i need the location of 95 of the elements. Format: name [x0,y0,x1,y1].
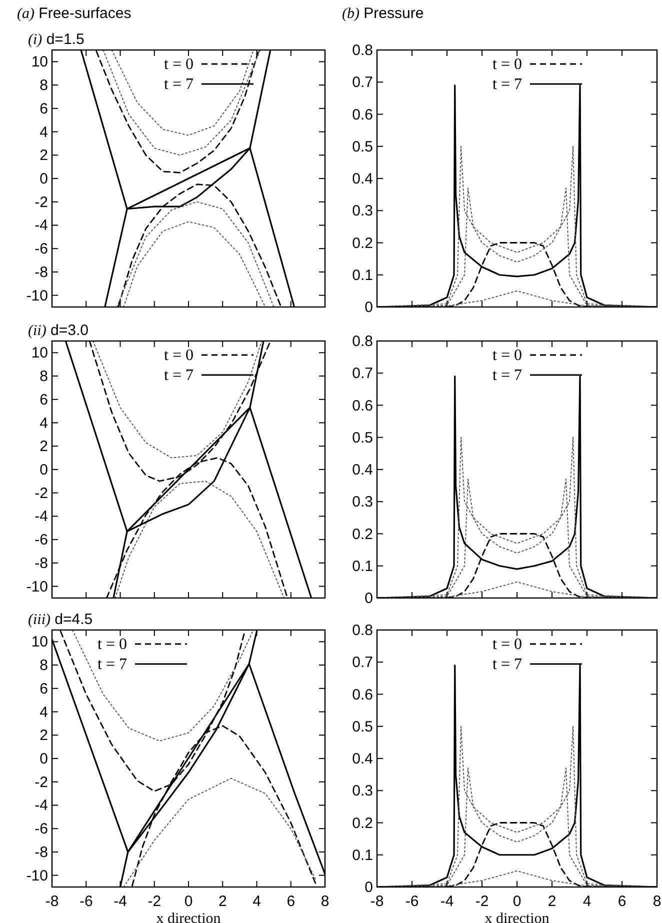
y-tick-label: 0.3 [352,782,373,800]
x-tick-label: 2 [548,893,556,910]
y-tick-label: 0.8 [352,42,373,59]
y-tick-label: 0.4 [352,462,373,478]
y-tick-label: -6 [34,532,48,549]
y-tick-label: 0.4 [352,170,373,188]
x-tick-label: 0 [512,893,522,910]
chart-subtitle: (ii) d=3.0 [28,322,88,339]
y-tick-label: -4 [34,797,48,814]
y-tick-label: 8 [40,657,48,674]
y-tick-label: 0 [364,299,373,316]
y-tick-label: 8 [40,77,48,94]
y-tick-label: 6 [40,391,48,408]
y-tick-label: -10 [26,578,48,596]
y-tick-label: -4 [34,508,48,526]
x-tick-label: -6 [405,893,419,910]
y-tick-label: -8 [34,844,48,861]
x-axis-title: x direction [484,911,550,923]
y-tick-label: 0.7 [352,365,373,382]
x-tick-label: 8 [652,893,662,910]
legend-label: t = 7 [492,656,522,673]
y-tick-label: -10 [26,867,48,884]
x-tick-label: 2 [218,893,227,910]
y-tick-label: -6 [34,240,48,258]
y-tick-label: 0.2 [352,526,373,543]
legend-label: t = 0 [492,347,522,364]
y-tick-label: -4 [34,217,48,234]
y-tick-label: -8 [34,554,48,572]
legend-label: t = 0 [492,56,522,73]
chart-subtitle: (i) d=1.5 [28,31,84,48]
legend-label: t = 7 [164,367,194,384]
y-tick-label: 0.5 [352,429,373,446]
y-tick-label: -2 [34,484,48,502]
chart-title: (b) Pressure [342,5,424,22]
y-tick-label: 0.2 [352,814,373,832]
chart-subtitle: (iii) d=4.5 [28,611,93,628]
y-tick-label: 0.6 [352,397,373,414]
y-tick-label: 0.4 [352,750,373,768]
y-tick-label: -8 [34,264,48,281]
y-tick-label: 0.5 [352,718,373,736]
y-tick-label: 2 [40,727,48,744]
y-tick-label: 0.5 [352,138,373,156]
y-tick-label: 2 [40,147,48,164]
y-tick-label: 8 [40,368,48,386]
y-tick-label: 10 [31,54,48,71]
y-tick-label: 0 [40,750,48,768]
x-tick-label: -4 [440,893,454,910]
x-tick-label: 6 [286,893,296,910]
x-tick-label: 4 [252,893,261,910]
y-tick-label: 0.6 [352,106,373,124]
y-tick-label: 0.1 [352,266,373,284]
y-tick-label: -2 [34,194,48,211]
x-tick-label: -6 [79,893,93,910]
y-tick-label: -2 [34,774,48,791]
legend-label: t = 0 [164,56,194,73]
x-tick-label: -2 [148,893,162,910]
legend-label: t = 7 [492,76,522,93]
y-tick-label: 0.8 [352,622,373,639]
y-tick-label: 0 [40,170,48,188]
legend-label: t = 0 [164,347,194,364]
y-tick-label: 4 [40,124,48,141]
legend-label: t = 0 [492,636,522,653]
y-tick-label: 0 [364,590,373,607]
y-tick-label: 0.7 [352,654,373,672]
x-tick-label: -4 [114,893,127,910]
y-tick-label: 2 [40,438,48,456]
y-tick-label: 10 [31,634,48,651]
y-tick-label: 0 [40,462,48,478]
x-tick-label: 8 [320,893,330,910]
y-tick-label: -10 [26,287,48,304]
x-axis-title: x direction [156,911,222,923]
y-tick-label: 0.7 [352,74,373,92]
chart-title: (a) Free-surfaces [17,5,132,22]
legend-label: t = 7 [164,76,194,93]
x-tick-label: 4 [582,893,592,910]
y-tick-label: 6 [40,680,48,698]
y-tick-label: 0.3 [352,202,373,220]
legend-label: t = 7 [98,656,127,673]
y-tick-label: 10 [31,344,48,362]
y-tick-label: -6 [34,820,48,838]
y-tick-label: 6 [40,100,48,118]
x-tick-label: 0 [184,893,193,910]
y-tick-label: 0 [364,879,373,896]
y-tick-label: 4 [40,704,48,721]
y-tick-label: 0.2 [352,234,373,252]
y-tick-label: 0.1 [352,558,373,575]
x-tick-label: 6 [618,893,626,910]
y-tick-label: 0.3 [352,494,373,511]
y-tick-label: 0.8 [352,333,373,350]
y-tick-label: 0.1 [352,846,373,864]
legend-label: t = 0 [98,636,127,653]
legend-label: t = 7 [492,367,522,384]
y-tick-label: 4 [40,414,48,432]
y-tick-label: 0.6 [352,686,373,704]
x-tick-label: -2 [475,893,489,910]
